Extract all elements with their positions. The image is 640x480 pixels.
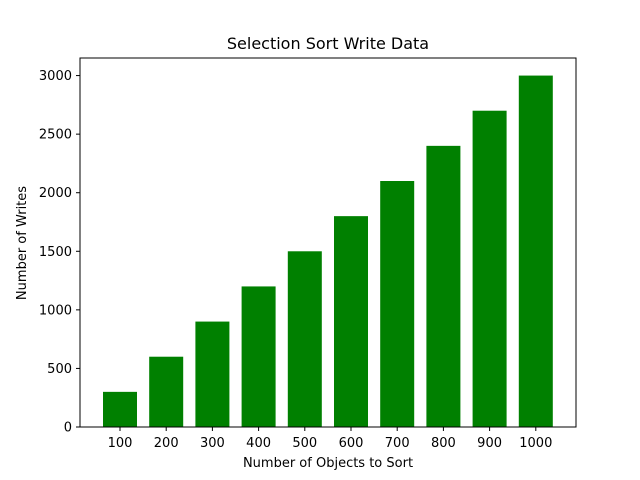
chart-title: Selection Sort Write Data xyxy=(227,34,429,53)
x-tick-label: 1000 xyxy=(519,436,552,451)
y-tick-label: 500 xyxy=(47,362,72,377)
y-tick-label: 3000 xyxy=(39,69,72,84)
y-tick-label: 0 xyxy=(64,421,72,436)
x-tick-label: 800 xyxy=(431,436,456,451)
bars-group xyxy=(103,75,553,428)
x-tick-label: 400 xyxy=(246,436,271,451)
bar-100 xyxy=(103,391,137,427)
y-tick-label: 2000 xyxy=(39,186,72,201)
bar-400 xyxy=(241,286,276,427)
y-tick-label: 1000 xyxy=(39,303,72,318)
bar-600 xyxy=(334,216,368,427)
bar-1000 xyxy=(518,75,553,428)
bar-300 xyxy=(195,321,230,427)
x-tick-label: 900 xyxy=(477,436,502,451)
x-tick-label: 100 xyxy=(108,436,133,451)
x-tick-label: 200 xyxy=(154,436,179,451)
y-tick-label: 2500 xyxy=(39,128,72,143)
bar-200 xyxy=(149,356,184,427)
y-axis-label: Number of Writes xyxy=(15,186,30,300)
y-axis-ticks: 0 500 1000 1500 2000 2500 3000 xyxy=(39,69,80,436)
plot-frame xyxy=(79,57,577,428)
bar-700 xyxy=(380,181,415,427)
x-tick-label: 500 xyxy=(292,436,317,451)
x-tick-label: 700 xyxy=(385,436,410,451)
bar-500 xyxy=(287,251,322,427)
y-tick-label: 1500 xyxy=(39,245,72,260)
bar-900 xyxy=(472,110,507,427)
x-tick-label: 600 xyxy=(339,436,364,451)
x-tick-label: 300 xyxy=(200,436,225,451)
x-axis-ticks: 100 200 300 400 500 600 700 800 900 1000 xyxy=(108,427,552,451)
bar-800 xyxy=(426,145,461,427)
x-axis-label: Number of Objects to Sort xyxy=(243,456,413,471)
